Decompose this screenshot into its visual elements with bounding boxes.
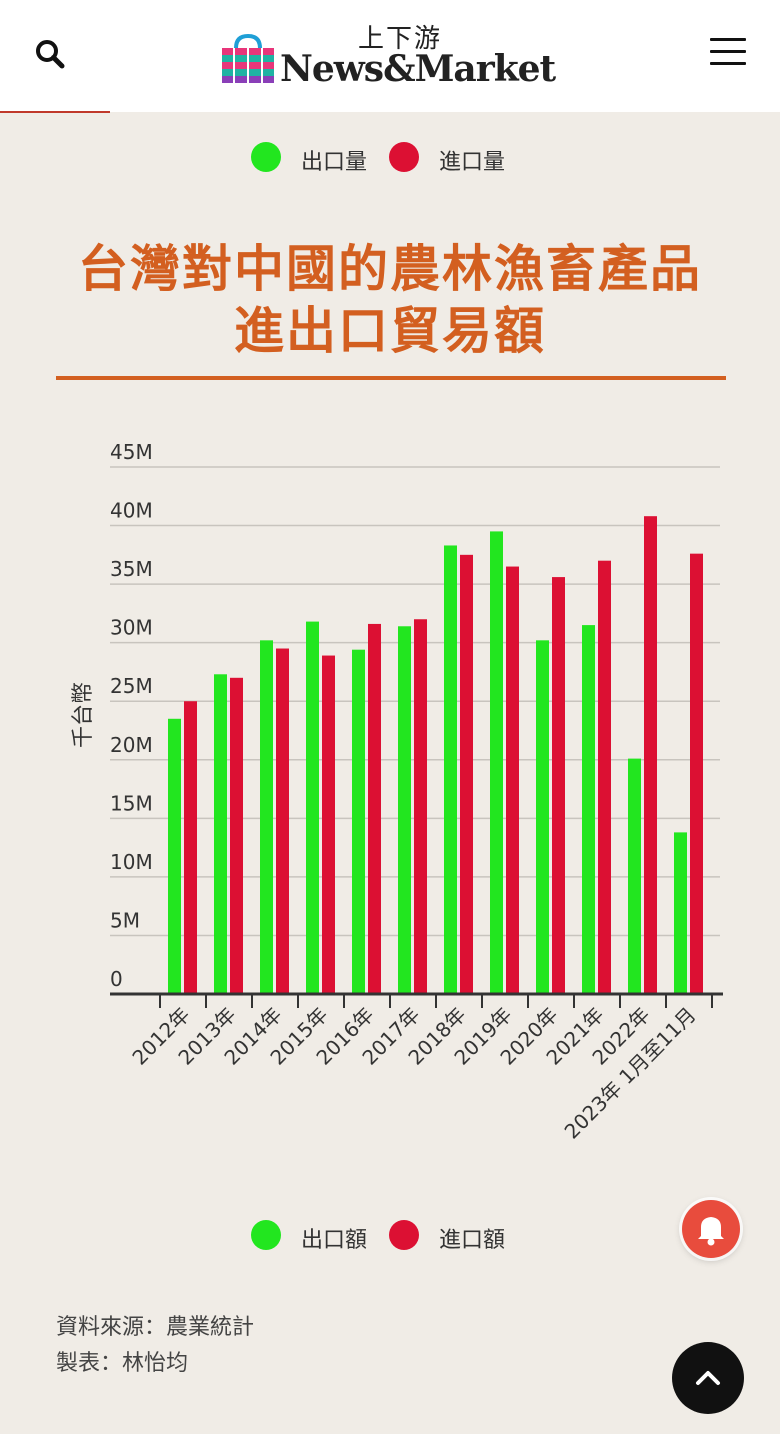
bar-export: [444, 545, 457, 994]
bar-export: [352, 649, 365, 994]
bar-export: [582, 625, 595, 994]
notification-bell-button[interactable]: [682, 1200, 740, 1258]
bar-export: [490, 531, 503, 994]
top-legend: 出口量 進口量: [0, 136, 780, 176]
y-tick-label: 10M: [110, 850, 153, 874]
y-tick-label: 40M: [110, 499, 153, 523]
bar-import: [460, 554, 473, 994]
author-line: 製表：林怡均: [56, 1351, 189, 1376]
header-active-indicator: [0, 111, 110, 113]
legend-dot-import: [389, 1220, 419, 1250]
search-icon: [36, 40, 65, 69]
bar-import: [552, 577, 565, 994]
y-tick-label: 30M: [110, 616, 153, 640]
bar-export: [306, 621, 319, 994]
chart-title: 台灣對中國的農林漁畜產品 進出口貿易額: [20, 238, 760, 362]
source-line: 資料來源：農業統計: [56, 1315, 255, 1340]
search-button[interactable]: [32, 36, 68, 72]
y-tick-label: 15M: [110, 791, 153, 815]
bar-export: [214, 674, 227, 994]
shopping-bag-logo-icon: [222, 34, 274, 83]
bar-import: [230, 677, 243, 994]
legend-dot-export: [251, 142, 281, 172]
legend-label: 出口額: [301, 1228, 368, 1253]
chevron-up-icon: [696, 1371, 720, 1385]
bar-export: [674, 832, 687, 994]
chart-title-line2: 進出口貿易額: [234, 302, 546, 360]
bar-export: [398, 626, 411, 994]
title-divider: [56, 376, 726, 380]
bar-import: [644, 516, 657, 994]
y-tick-label: 0: [110, 967, 123, 991]
back-to-top-button[interactable]: [672, 1342, 744, 1414]
legend-dot-import: [389, 142, 419, 172]
site-header: 上下游 News&Market: [0, 0, 780, 112]
source-note: 資料來源：農業統計 製表：林怡均: [56, 1310, 254, 1382]
site-logo[interactable]: 上下游 News&Market: [220, 18, 565, 94]
logo-english-text: News&Market: [280, 48, 556, 90]
bar-export: [628, 758, 641, 994]
y-tick-label: 45M: [110, 440, 153, 464]
bell-icon: [698, 1217, 724, 1246]
legend-dot-export: [251, 1220, 281, 1250]
legend-label: 出口量: [301, 150, 368, 175]
menu-button[interactable]: [706, 36, 750, 68]
logo-chinese-text: 上下游: [358, 24, 443, 54]
y-tick-label: 5M: [110, 908, 140, 932]
bar-import: [368, 623, 381, 994]
bar-import: [506, 566, 519, 994]
bar-export: [168, 718, 181, 994]
y-tick-label: 35M: [110, 557, 153, 581]
y-tick-label: 25M: [110, 674, 153, 698]
y-axis-label: 千台幣: [71, 682, 96, 748]
bottom-legend: 出口額 進口額: [0, 1214, 780, 1254]
chart-title-line1: 台灣對中國的農林漁畜產品: [78, 240, 702, 298]
legend-label: 進口額: [439, 1228, 506, 1253]
bar-export: [536, 640, 549, 994]
bar-import: [184, 701, 197, 994]
bar-chart: 05M10M15M20M25M30M35M40M45M千台幣2012年2013年…: [71, 440, 723, 1144]
y-tick-label: 20M: [110, 733, 153, 757]
bar-import: [598, 560, 611, 994]
bar-import: [322, 655, 335, 994]
bar-import: [414, 619, 427, 994]
bar-import: [690, 553, 703, 994]
bar-export: [260, 640, 273, 994]
bar-import: [276, 648, 289, 994]
legend-label: 進口量: [439, 150, 506, 175]
